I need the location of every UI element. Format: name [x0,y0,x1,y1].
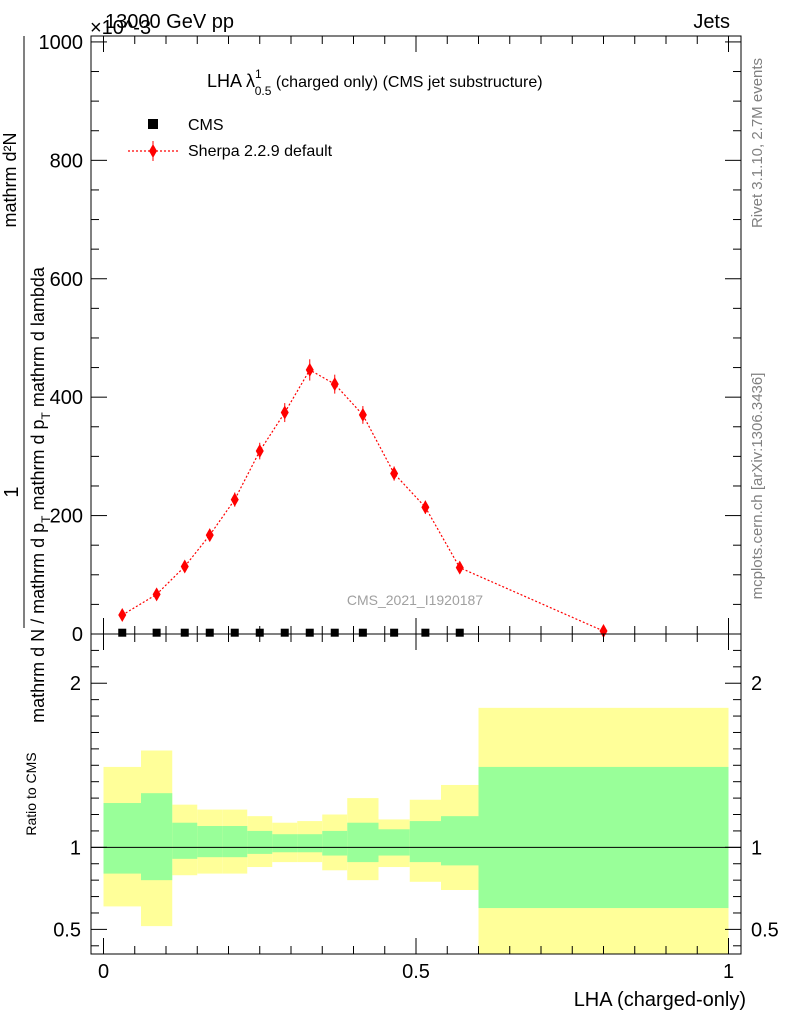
ratio-inner-band [409,821,441,863]
cms-point [280,628,289,637]
x-tick-labels: 0 0.5 1 [98,961,734,983]
ratio-inner-band [322,830,348,856]
plot-title-sub: 0.5 [255,84,272,98]
sherpa-point [118,608,127,623]
ratio-y-tick-labels: 0.5 0.5 1 1 2 2 [53,673,779,941]
ylabel-numerator: 1 [1,486,23,497]
rivet-label: Rivet 3.1.10, 2.7M events [749,58,766,228]
cms-point [330,628,339,637]
ylabel-denominator: mathrm d N / mathrm d pT mathrm d pT mat… [28,266,53,723]
x-tick-label: 0.5 [402,961,430,983]
ratio-inner-band [347,822,379,863]
ylabel-denominator-tail: mathrm d lambda [28,266,48,412]
ylabel-denominator-rest: mathrm d p [28,419,48,515]
ratio-inner-band [441,816,479,866]
sherpa-point [280,405,289,420]
y-tick-label: 800 [50,150,83,172]
sherpa-point [180,559,189,574]
sherpa-point [358,407,367,422]
ratio-inner-band [272,834,298,853]
ratio-y-tick-label: 2 [70,673,81,695]
ylabel-top-part: mathrm d²N [0,132,20,227]
plot-title: LHA λ1 0.5 (charged only) (CMS jet substr… [207,67,543,98]
header-exponent: ×10^-3 [90,17,151,39]
mcplots-label: mcplots.cern.ch [arXiv:1306.3436] [749,373,766,600]
cms-point [455,628,464,637]
cms-series [118,628,464,637]
sherpa-point [455,560,464,575]
ratio-inner-band [172,822,198,859]
ratio-y-tick-label-right: 1 [751,837,762,859]
analysis-watermark: CMS_2021_I1920187 [347,592,483,608]
sherpa-point [330,377,339,392]
sherpa-point [205,528,214,543]
cms-point [152,628,161,637]
legend-cms-label: CMS [188,117,224,134]
main-y-tick-labels: 0 200 400 600 800 1000 [39,32,84,646]
ratio-y-tick-label-right: 0.5 [751,919,779,941]
x-tick-label: 1 [723,961,734,983]
ratio-inner-band [222,826,248,858]
sherpa-point [152,587,161,602]
main-y-axis-label: 1 mathrm d N / mathrm d pT mathrm d pT m… [0,36,53,723]
x-axis-label: LHA (charged-only) [574,989,746,1011]
cms-point [305,628,314,637]
sherpa-point [230,492,239,507]
ratio-inner-band [141,793,173,881]
ratio-inner-band [103,803,141,874]
ratio-inner-band [247,830,273,854]
plot-title-prefix: LHA λ [207,71,255,91]
header-energy: 13000 GeV pp [105,11,234,33]
sherpa-point [421,500,430,515]
x-tick-label: 0 [98,961,109,983]
ratio-inner-band [297,834,323,853]
ylabel-denominator-main: mathrm d N / mathrm d p [28,523,48,723]
ratio-axis-ticks [91,634,741,954]
ratio-y-tick-label-right: 2 [751,673,762,695]
ratio-y-tick-label: 0.5 [53,919,81,941]
ratio-y-axis-label: Ratio to CMS [23,752,39,835]
sherpa-point [305,362,314,377]
ylabel-denominator-sub2: T [39,411,53,419]
y-tick-label: 600 [50,269,83,291]
cms-point [358,628,367,637]
sherpa-point [390,466,399,481]
cms-point [180,628,189,637]
cms-point [390,628,399,637]
plot-title-suffix: (charged only) (CMS jet substructure) [271,74,542,91]
legend-sherpa-label: Sherpa 2.2.9 default [188,143,333,160]
plot-title-sup: 1 [255,67,262,81]
sherpa-point [255,444,264,459]
cms-point [421,628,430,637]
header-process: Jets [693,11,730,33]
ratio-uncertainty-bands [103,707,729,954]
cms-point [230,628,239,637]
cms-point [118,628,127,637]
ratio-inner-band [378,829,410,856]
sherpa-line [121,369,604,632]
y-tick-label: 0 [72,624,83,646]
sherpa-point [599,624,608,639]
legend-cms-marker [148,119,158,129]
y-tick-label: 200 [50,506,83,528]
ratio-inner-band [197,826,223,858]
ratio-y-tick-label: 1 [70,837,81,859]
cms-point [205,628,214,637]
ratio-inner-band [478,766,729,909]
ylabel-denominator-sub: T [39,515,53,523]
sherpa-series [118,359,608,639]
y-tick-label: 1000 [39,32,84,54]
cms-point [255,628,264,637]
y-tick-label: 400 [50,387,83,409]
